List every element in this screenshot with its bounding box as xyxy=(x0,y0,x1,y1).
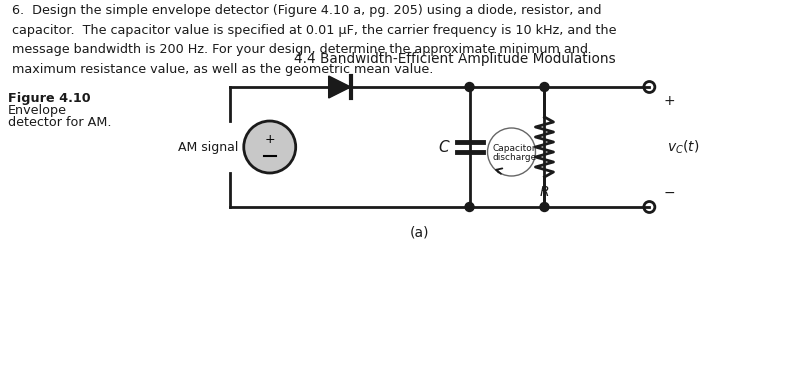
Circle shape xyxy=(540,202,549,212)
Circle shape xyxy=(465,202,474,212)
Circle shape xyxy=(540,83,549,92)
Text: AM signal: AM signal xyxy=(179,141,239,154)
Text: Figure 4.10: Figure 4.10 xyxy=(8,92,91,105)
Text: −: − xyxy=(664,186,675,200)
Circle shape xyxy=(644,81,655,92)
Text: +: + xyxy=(264,133,275,146)
Text: 6.  Design the simple envelope detector (Figure 4.10 a, pg. 205) using a diode, : 6. Design the simple envelope detector (… xyxy=(12,4,616,76)
Text: Capacitor: Capacitor xyxy=(493,144,536,152)
Circle shape xyxy=(244,121,296,173)
Text: $v_C(t)$: $v_C(t)$ xyxy=(668,138,700,156)
Circle shape xyxy=(465,83,474,92)
Text: Envelope: Envelope xyxy=(8,104,67,117)
Text: discharge: discharge xyxy=(492,152,536,162)
Text: (a): (a) xyxy=(410,225,430,239)
Text: 4.4 Bandwidth-Efficient Amplitude Modulations: 4.4 Bandwidth-Efficient Amplitude Modula… xyxy=(294,52,616,66)
Text: detector for AM.: detector for AM. xyxy=(8,116,112,129)
Circle shape xyxy=(644,201,655,212)
Text: +: + xyxy=(664,94,675,108)
Polygon shape xyxy=(329,76,350,98)
Text: C: C xyxy=(438,139,448,154)
Text: R: R xyxy=(539,185,549,199)
